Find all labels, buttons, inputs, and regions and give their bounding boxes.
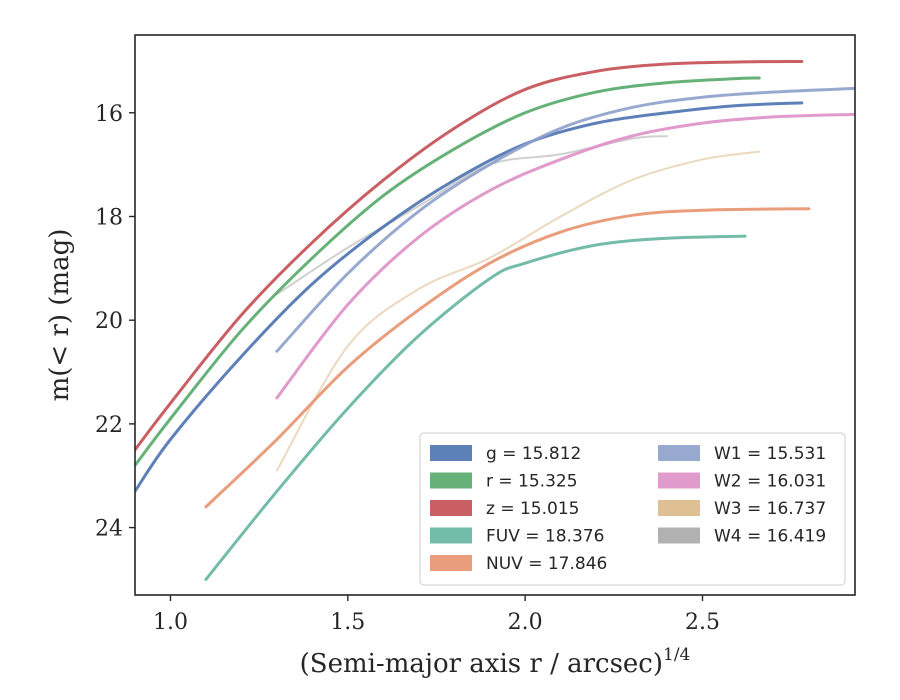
x-tick-label: 1.5: [330, 610, 365, 635]
w3-series-line: [275, 150, 761, 472]
g-series-line: [135, 101, 804, 493]
z-legend-label: z = 15.015: [486, 499, 579, 519]
x-tick-label: 1.0: [153, 610, 188, 635]
fuv-legend-swatch: [430, 527, 472, 544]
fuv-legend-label: FUV = 18.376: [486, 527, 604, 547]
r-legend-label: r = 15.325: [486, 472, 578, 492]
nuv-legend-label: NUV = 17.846: [486, 554, 607, 574]
w3-legend-label: W3 = 16.737: [714, 499, 826, 519]
w4-series-line: [275, 135, 669, 296]
x-axis-title: (Semi-major axis r / arcsec)1/4: [300, 645, 691, 679]
legend: g = 15.812 r = 15.325 z = 15.015 FUV = 18.3…: [419, 432, 846, 586]
series-lines: [135, 59, 855, 581]
w4-legend-swatch: [658, 527, 700, 544]
x-tick-label: 2.0: [508, 610, 543, 635]
w2-legend-swatch: [658, 472, 700, 489]
g-legend-swatch: [430, 445, 472, 461]
fuv-series-line: [204, 234, 747, 581]
x-tick-label: 2.5: [685, 610, 720, 635]
y-axis: 16 18 20 22 24: [95, 102, 135, 542]
w2-legend-label: W2 = 16.031: [714, 472, 826, 492]
w1-series-line: [275, 86, 855, 353]
z-series-line: [135, 59, 804, 452]
y-tick-label: 20: [95, 309, 123, 334]
legend-column-right: W1 = 15.531 W2 = 16.031 W3 = 16.737 W4 = 16…: [658, 444, 826, 547]
w2-series-line: [275, 112, 855, 400]
y-tick-label: 16: [95, 102, 123, 127]
w1-legend-label: W1 = 15.531: [714, 444, 826, 464]
x-axis-title-superscript: 1/4: [663, 645, 690, 665]
legend-box: [419, 432, 846, 586]
nuv-series-line: [204, 207, 811, 509]
w3-legend-swatch: [658, 500, 700, 516]
z-legend-swatch: [430, 500, 472, 516]
x-axis: 1.0 1.5 2.0 2.5: [153, 595, 720, 635]
w4-legend-label: W4 = 16.419: [714, 527, 826, 547]
x-axis-title-main: (Semi-major axis r / arcsec): [300, 649, 663, 679]
legend-column-left: g = 15.812 r = 15.325 z = 15.015 FUV = 18.3…: [430, 444, 607, 574]
y-axis-title: m(< r) (mag): [45, 229, 75, 402]
plot-frame: [134, 34, 856, 596]
w1-legend-swatch: [658, 445, 700, 461]
r-series-line: [135, 76, 761, 467]
g-legend-label: g = 15.812: [486, 444, 581, 464]
r-legend-swatch: [430, 472, 472, 489]
y-tick-label: 18: [95, 205, 123, 230]
y-tick-label: 24: [95, 517, 123, 542]
y-tick-label: 22: [95, 413, 123, 438]
nuv-legend-swatch: [430, 555, 472, 571]
